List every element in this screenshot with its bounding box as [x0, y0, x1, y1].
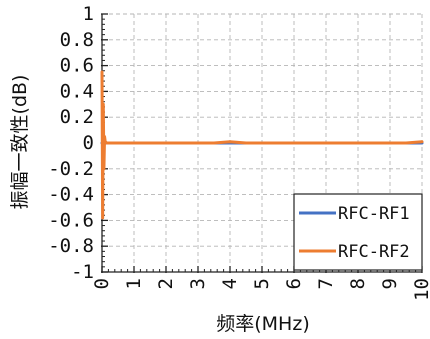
series-layer — [100, 70, 424, 220]
y-tick-label: 0 — [83, 132, 94, 154]
x-tick-label: 0 — [91, 278, 113, 289]
y-tick-label: -1 — [71, 261, 94, 283]
x-tick-label: 8 — [347, 278, 369, 289]
y-tick-label: 0.8 — [60, 29, 94, 51]
legend-box — [293, 193, 423, 271]
x-axis-title: 频率(MHz) — [216, 313, 309, 335]
x-tick-label: 1 — [123, 278, 145, 289]
legend-label-rfc-rf2: RFC-RF2 — [338, 242, 410, 262]
y-tick-label: -0.2 — [48, 158, 94, 180]
x-tick-label: 10 — [411, 278, 430, 301]
legend-label-rfc-rf1: RFC-RF1 — [338, 204, 410, 224]
x-tick-label: 6 — [283, 278, 305, 289]
x-tick-label: 7 — [315, 278, 337, 289]
x-tick-label: 4 — [219, 278, 241, 289]
y-axis-title: 振幅一致性(dB) — [9, 75, 31, 210]
series-line-rfc-rf2 — [100, 70, 424, 220]
y-tick-label: 0.6 — [60, 55, 94, 77]
tick-labels: 10.80.60.40.20-0.2-0.4-0.6-0.8-10 1 2 3 4 5 6 7… — [48, 3, 430, 301]
x-tick-label: 2 — [155, 278, 177, 289]
legend: RFC-RF1 RFC-RF2 — [293, 193, 423, 271]
y-tick-label: -0.4 — [48, 184, 94, 206]
x-tick-label: 9 — [379, 278, 401, 289]
y-tick-label: 0.4 — [60, 80, 94, 102]
x-tick-label: 3 — [187, 278, 209, 289]
axes — [101, 13, 423, 273]
y-tick-label: 0.2 — [60, 106, 94, 128]
y-tick-label: -0.8 — [48, 235, 94, 257]
y-tick-label: 1 — [83, 3, 94, 25]
x-tick-label: 5 — [251, 278, 273, 289]
y-tick-label: -0.6 — [48, 209, 94, 231]
